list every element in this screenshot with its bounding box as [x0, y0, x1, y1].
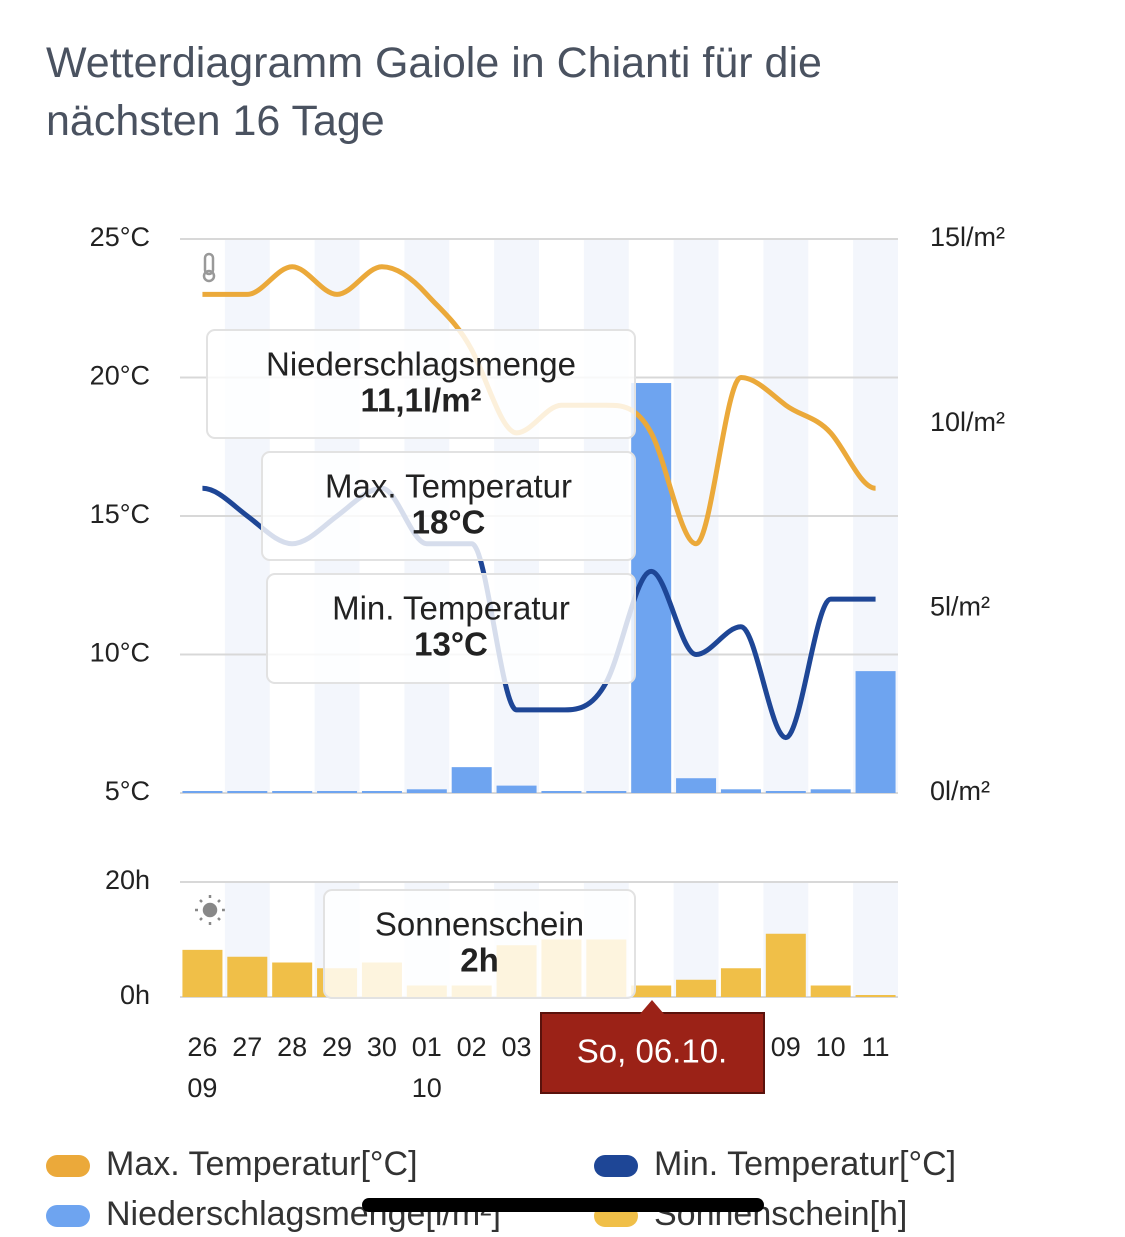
y2-tick-label: 10l/m²: [930, 407, 1005, 437]
x-tick-label: 01: [412, 1032, 442, 1062]
bar: [182, 949, 223, 997]
legend-label: Max. Temperatur[°C]: [106, 1145, 418, 1183]
tooltip-value: 18°C: [412, 504, 486, 541]
title: Wetterdiagramm Gaiole in Chianti für die…: [46, 39, 822, 145]
y-tick-label: 25°C: [90, 222, 150, 252]
bar: [361, 791, 402, 793]
tooltip-box: [323, 889, 636, 999]
y-tick-label: 10°C: [90, 638, 150, 668]
thermometer-icon: [202, 252, 216, 283]
bar: [227, 956, 268, 997]
bar: [810, 985, 851, 997]
x-tick-label: 30: [367, 1032, 397, 1062]
bar: [541, 791, 582, 793]
column-shade: [673, 882, 719, 997]
bar: [676, 778, 717, 793]
tooltip-value: 13°C: [414, 626, 488, 663]
bar: [765, 791, 806, 793]
legend-swatch: [46, 1205, 90, 1227]
bar: [676, 979, 717, 997]
x-month-label: 10: [412, 1073, 442, 1103]
y-tick-label: 15°C: [90, 499, 150, 529]
bar: [182, 791, 223, 793]
y2-tick-label: 5l/m²: [930, 591, 990, 621]
bar: [406, 789, 447, 793]
x-tick-label: 10: [816, 1032, 846, 1062]
x-tick-label: 26: [187, 1032, 217, 1062]
y-tick-label: 20°C: [90, 361, 150, 391]
x-month-label: 09: [187, 1073, 217, 1103]
x-tick-label: 27: [232, 1032, 262, 1062]
bar: [631, 985, 672, 997]
legend-label: Min. Temperatur[°C]: [654, 1145, 956, 1183]
tooltip-label: Niederschlagsmenge: [266, 346, 576, 383]
bar: [810, 789, 851, 793]
y-tick-label: 20h: [105, 865, 150, 895]
bar: [272, 791, 313, 793]
x-tick-label: 03: [502, 1032, 532, 1062]
column-shade: [853, 882, 898, 997]
bar: [451, 767, 492, 793]
bar: [227, 791, 268, 793]
x-tick-label: 11: [862, 1032, 890, 1062]
x-tick-label: 28: [277, 1032, 307, 1062]
y-tick-label: 5°C: [105, 776, 150, 806]
tooltip-box: [206, 329, 636, 439]
bar: [496, 785, 537, 793]
tooltip-value: 11,1l/m²: [360, 382, 481, 419]
y-tick-label: 0h: [120, 980, 150, 1010]
tooltip-label: Sonnenschein: [375, 906, 584, 943]
tooltip-label: Max. Temperatur: [325, 468, 572, 505]
bar: [586, 791, 627, 793]
legend-swatch: [46, 1155, 90, 1177]
date-tooltip: [540, 1012, 765, 1094]
bar: [855, 671, 896, 793]
tooltip-label: Min. Temperatur: [332, 590, 570, 627]
bar: [855, 995, 896, 997]
bar: [765, 933, 806, 997]
y2-tick-label: 15l/m²: [930, 222, 1005, 252]
y2-tick-label: 0l/m²: [930, 776, 990, 806]
tooltip-box: [266, 573, 636, 684]
bar: [317, 791, 358, 793]
sun-icon: [195, 895, 225, 925]
home-indicator: [362, 1198, 764, 1212]
x-tick-label: 02: [457, 1032, 487, 1062]
date-tooltip-arrow: [640, 1000, 664, 1014]
date-tooltip-text: So, 06.10.: [577, 1033, 727, 1070]
bar: [720, 968, 761, 997]
bar: [272, 962, 313, 997]
x-tick-label: 29: [322, 1032, 352, 1062]
bar: [720, 789, 761, 793]
tooltip-value: 2h: [460, 942, 499, 979]
tooltip-box: [261, 451, 636, 561]
x-tick-label: 09: [771, 1032, 801, 1062]
legend-swatch: [594, 1155, 638, 1177]
